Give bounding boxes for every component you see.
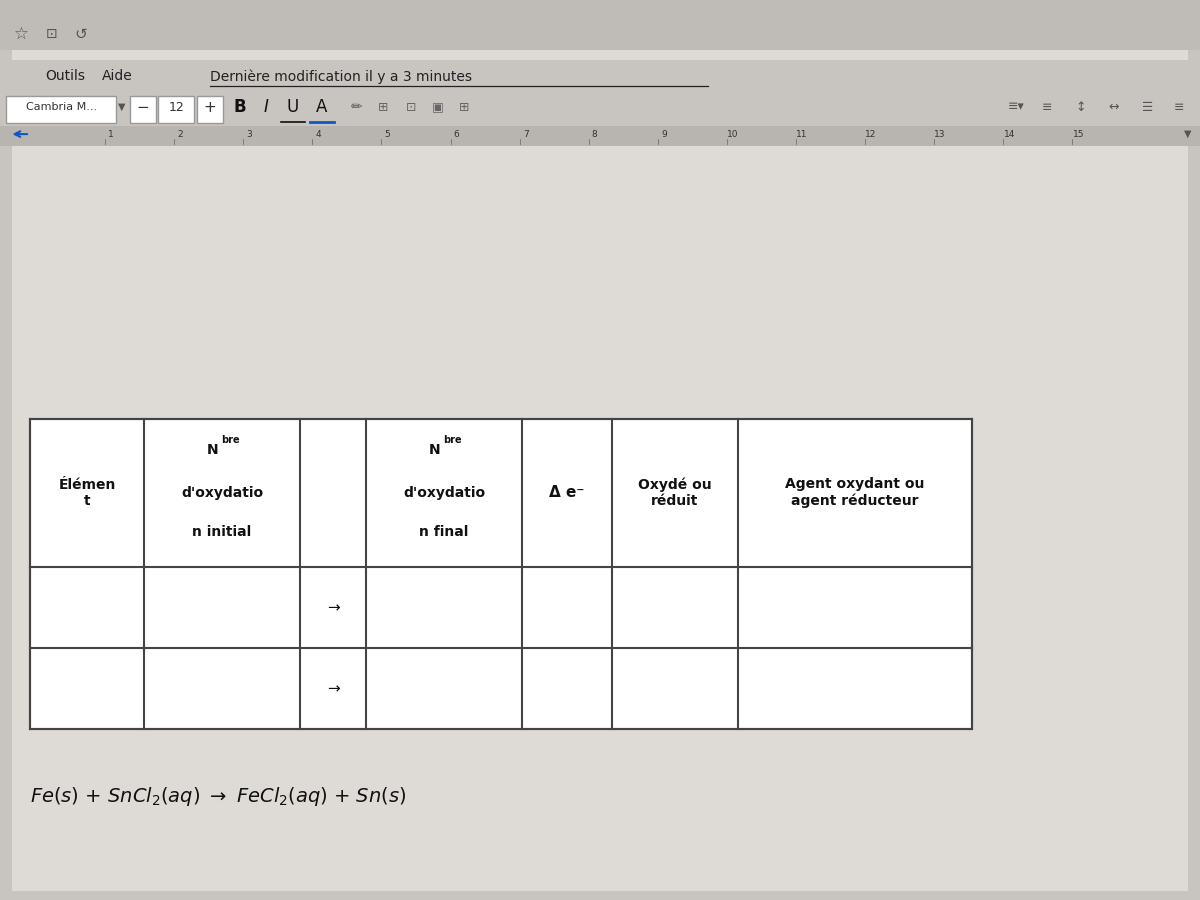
FancyBboxPatch shape xyxy=(18,148,1182,882)
Text: 5: 5 xyxy=(384,130,390,139)
Text: n final: n final xyxy=(419,525,469,538)
FancyBboxPatch shape xyxy=(197,96,223,123)
FancyBboxPatch shape xyxy=(12,18,1188,891)
Text: ▣: ▣ xyxy=(432,101,444,113)
Text: B: B xyxy=(234,98,246,116)
Text: 11: 11 xyxy=(797,130,808,139)
Text: ≡: ≡ xyxy=(1042,101,1052,113)
Text: N: N xyxy=(428,444,440,457)
Text: →: → xyxy=(326,681,340,696)
Text: Élémen
t: Élémen t xyxy=(59,478,115,508)
Text: N: N xyxy=(206,444,218,457)
Text: Outils: Outils xyxy=(46,69,85,84)
Text: 13: 13 xyxy=(935,130,946,139)
Text: I: I xyxy=(264,98,269,116)
Text: 8: 8 xyxy=(592,130,598,139)
Text: 12: 12 xyxy=(168,101,185,113)
Text: ▼: ▼ xyxy=(1184,129,1192,140)
Text: 10: 10 xyxy=(727,130,739,139)
Text: ↺: ↺ xyxy=(74,27,88,41)
Text: ☆: ☆ xyxy=(14,25,29,43)
Text: 7: 7 xyxy=(523,130,528,139)
Text: +: + xyxy=(204,100,216,114)
Text: n initial: n initial xyxy=(192,525,252,538)
Text: ↕: ↕ xyxy=(1075,101,1086,113)
FancyBboxPatch shape xyxy=(0,60,1200,90)
Text: Δ e⁻: Δ e⁻ xyxy=(550,485,584,500)
Text: 6: 6 xyxy=(454,130,460,139)
Text: 15: 15 xyxy=(1073,130,1084,139)
Text: ▼: ▼ xyxy=(118,102,125,112)
Text: ⊞: ⊞ xyxy=(458,101,469,113)
Text: d'oxydatio: d'oxydatio xyxy=(403,486,485,500)
Text: ≡▾: ≡▾ xyxy=(1008,101,1025,113)
Text: 1: 1 xyxy=(108,130,114,139)
Text: 14: 14 xyxy=(1003,130,1015,139)
FancyBboxPatch shape xyxy=(30,418,972,729)
Text: bre: bre xyxy=(443,436,462,446)
Text: A: A xyxy=(316,98,328,116)
Text: $\mathit{Fe(s)}$ + $\mathit{SnCl_2(aq)}$ $\rightarrow$ $\mathit{FeCl_2(aq)}$ + $: $\mathit{Fe(s)}$ + $\mathit{SnCl_2(aq)}$… xyxy=(30,785,407,808)
Text: ⊞: ⊞ xyxy=(378,101,389,113)
Text: bre: bre xyxy=(221,436,240,446)
FancyBboxPatch shape xyxy=(158,96,194,123)
FancyBboxPatch shape xyxy=(6,96,116,123)
Text: ☰: ☰ xyxy=(1142,101,1153,113)
Text: Aide: Aide xyxy=(102,69,133,84)
Text: 3: 3 xyxy=(246,130,252,139)
Text: Dernière modification il y a 3 minutes: Dernière modification il y a 3 minutes xyxy=(210,69,472,84)
Text: −: − xyxy=(137,100,149,114)
Text: ⊡: ⊡ xyxy=(46,27,58,41)
Text: ≡: ≡ xyxy=(1174,101,1184,113)
Text: d'oxydatio: d'oxydatio xyxy=(181,486,263,500)
Text: 12: 12 xyxy=(865,130,877,139)
Text: Oxydé ou
réduit: Oxydé ou réduit xyxy=(638,477,712,508)
Text: ⊡: ⊡ xyxy=(406,101,416,113)
Text: U: U xyxy=(287,98,299,116)
FancyBboxPatch shape xyxy=(0,0,1200,50)
Text: Cambria M...: Cambria M... xyxy=(25,102,97,112)
Text: →: → xyxy=(326,600,340,615)
Text: 9: 9 xyxy=(661,130,667,139)
Text: 2: 2 xyxy=(178,130,182,139)
Text: ✏: ✏ xyxy=(350,100,362,114)
FancyBboxPatch shape xyxy=(0,126,1200,146)
FancyBboxPatch shape xyxy=(0,90,1200,128)
FancyBboxPatch shape xyxy=(130,96,156,123)
Text: Agent oxydant ou
agent réducteur: Agent oxydant ou agent réducteur xyxy=(785,477,925,508)
Text: 4: 4 xyxy=(316,130,322,139)
Text: ↔: ↔ xyxy=(1109,101,1120,113)
